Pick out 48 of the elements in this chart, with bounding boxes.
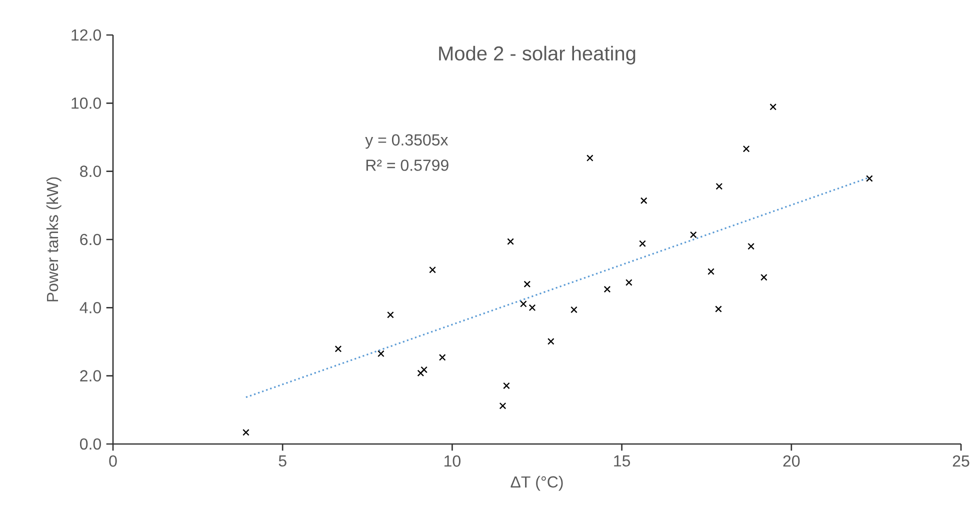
- point: [507, 238, 514, 245]
- point: [334, 345, 342, 352]
- y-tick-label: 4.0: [80, 302, 102, 314]
- y-tick-label: 2.0: [80, 370, 102, 382]
- point: [520, 300, 527, 308]
- y-tick-label: 12.0: [72, 29, 102, 41]
- y-tick-label: 6.0: [80, 234, 102, 246]
- x-axis-title: ΔT (°C): [510, 476, 563, 491]
- annotation: y = 0.3505x: [365, 134, 448, 149]
- point: [770, 103, 777, 110]
- point: [760, 274, 768, 281]
- point: [387, 311, 394, 318]
- point: [626, 279, 632, 286]
- point: [715, 306, 722, 312]
- point: [604, 286, 611, 293]
- point: [690, 231, 697, 238]
- point: [524, 280, 531, 288]
- x-tick-label: 10: [444, 455, 460, 467]
- y-tick-label: 8.0: [80, 166, 102, 177]
- point: [640, 197, 648, 204]
- y-tick-label: 10.0: [72, 98, 102, 109]
- x-tick-label: 0: [109, 455, 117, 467]
- point: [586, 154, 594, 162]
- x-tick-label: 15: [614, 455, 630, 467]
- point: [866, 175, 873, 182]
- point: [242, 428, 250, 436]
- point: [378, 350, 384, 358]
- annotation: R² = 0.5799: [366, 160, 448, 171]
- x-tick-label: 25: [952, 455, 970, 467]
- point: [417, 370, 424, 377]
- text: Mode 2 - solar heating: [439, 46, 636, 64]
- point: [748, 242, 754, 250]
- y-axis-title: Power tanks (kW): [46, 177, 62, 302]
- point: [716, 182, 723, 190]
- y-tick-label: 0.0: [80, 438, 102, 450]
- point: [438, 354, 446, 361]
- point: [742, 145, 750, 152]
- point: [547, 338, 554, 345]
- point: [420, 366, 428, 374]
- point: [570, 306, 578, 314]
- point: [503, 382, 510, 390]
- point: [639, 240, 646, 248]
- point: [528, 304, 536, 312]
- x-tick-label: 5: [278, 455, 286, 467]
- point: [429, 266, 436, 274]
- x-tick-label: 20: [783, 455, 800, 467]
- point: [708, 268, 714, 275]
- point: [499, 402, 506, 410]
